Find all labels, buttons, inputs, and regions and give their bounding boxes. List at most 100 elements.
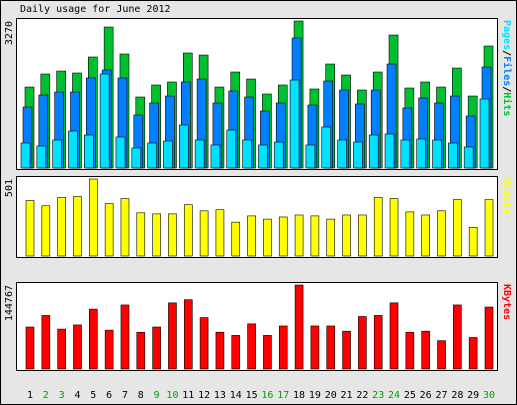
legend-separator: / (501, 50, 512, 56)
bar (326, 325, 336, 370)
bar (136, 331, 146, 370)
bar (226, 129, 237, 169)
x-tick-label: 27 (435, 390, 447, 401)
bar (389, 302, 399, 370)
legend-entry: Visits (501, 178, 513, 214)
bar (73, 196, 82, 257)
bar (484, 306, 494, 370)
x-tick-label: 16 (261, 390, 273, 401)
bar (263, 335, 272, 370)
x-tick-label: 21 (341, 390, 353, 401)
bar (453, 199, 462, 257)
bar (68, 130, 78, 169)
bar (310, 325, 320, 370)
x-tick-label: 23 (372, 390, 384, 401)
x-tick-label: 12 (198, 390, 210, 401)
x-tick-label: 13 (214, 390, 226, 401)
bar (183, 299, 193, 370)
bar (89, 178, 98, 257)
bar (468, 226, 478, 257)
bar (25, 326, 35, 370)
bar (41, 205, 51, 257)
bar (389, 198, 399, 257)
bar (310, 215, 320, 257)
bar (484, 199, 494, 257)
bar (468, 337, 478, 370)
bar (326, 218, 336, 257)
bar (168, 213, 177, 257)
bar (215, 209, 225, 257)
bar (152, 213, 161, 257)
bar (131, 147, 142, 169)
x-tick-label: 19 (309, 390, 321, 401)
x-tick-label: 26 (420, 390, 432, 401)
legend: Pages/Files/Hits (501, 20, 513, 116)
x-tick-label: 24 (388, 390, 400, 401)
bar (147, 142, 157, 169)
bar (289, 79, 300, 169)
bar (337, 139, 347, 169)
legend-entry: Hits (501, 92, 513, 116)
x-tick-label: 5 (90, 390, 96, 401)
x-tick-label: 2 (43, 390, 49, 401)
bar (263, 218, 272, 257)
bar (305, 144, 316, 169)
x-tick-label: 28 (451, 390, 463, 401)
x-tick-label: 1 (27, 390, 33, 401)
bar (294, 214, 304, 257)
x-tick-label: 10 (166, 390, 178, 401)
bar (294, 284, 304, 370)
x-tick-label: 29 (467, 390, 479, 401)
y-tick-label: 144767 (4, 285, 15, 321)
bar (104, 203, 114, 257)
x-tick-label: 7 (122, 390, 128, 401)
bar (373, 197, 383, 257)
bar (115, 136, 126, 169)
y-tick-label: 501 (4, 179, 15, 197)
bar (57, 328, 66, 370)
bar (231, 335, 241, 370)
x-tick-label: 11 (182, 390, 194, 401)
bar (479, 98, 490, 169)
bar (437, 340, 446, 370)
x-tick-label: 14 (230, 390, 242, 401)
bar (405, 331, 415, 370)
bar (421, 214, 430, 257)
legend-entry: Files (501, 56, 513, 86)
bar (273, 141, 284, 169)
legend-entry: KBytes (501, 284, 512, 320)
x-tick-label: 3 (59, 390, 65, 401)
bar (278, 325, 288, 370)
bar (321, 126, 332, 169)
bar (353, 141, 363, 169)
bar (437, 210, 446, 257)
bar (342, 330, 351, 370)
bar (163, 140, 173, 169)
bar (20, 142, 31, 169)
bar (168, 302, 177, 370)
bar (247, 215, 256, 257)
bar (194, 139, 205, 169)
bar (84, 134, 94, 169)
bar (120, 304, 130, 370)
legend-entry: Pages (501, 20, 512, 50)
bar (199, 210, 209, 257)
x-tick-label: 8 (138, 390, 144, 401)
bar (99, 73, 110, 169)
bar (183, 204, 193, 257)
bar (57, 197, 66, 257)
bar (358, 214, 367, 257)
x-tick-label: 30 (483, 390, 495, 401)
bar (104, 329, 114, 370)
x-tick-label: 9 (154, 390, 160, 401)
bar (120, 198, 130, 257)
bar (358, 316, 367, 370)
bar (453, 304, 462, 370)
bar (400, 139, 411, 169)
legend: Visits (501, 178, 513, 214)
bar (52, 139, 62, 169)
bar (152, 326, 161, 370)
bar (258, 144, 268, 169)
bar (278, 216, 288, 257)
